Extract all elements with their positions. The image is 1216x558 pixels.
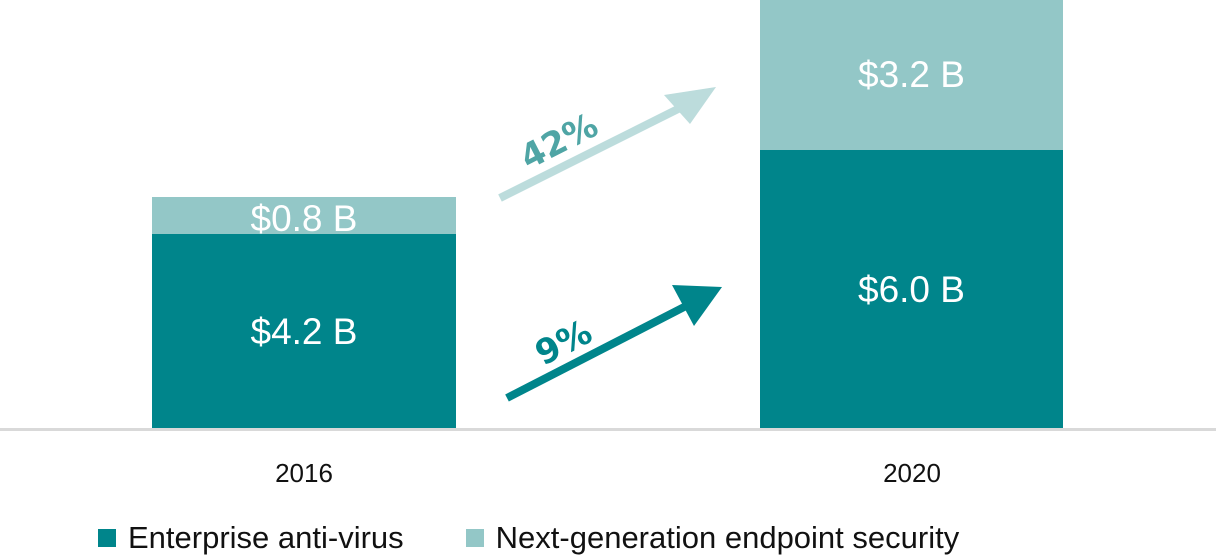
bar-2016-anti-virus: $4.2 B bbox=[152, 234, 456, 429]
x-tick-2016: 2016 bbox=[275, 458, 333, 488]
bar-label: $6.0 B bbox=[858, 268, 965, 310]
growth-arrow-lower-icon bbox=[505, 285, 722, 402]
growth-label-lower: 9% bbox=[529, 312, 599, 374]
x-axis-line bbox=[0, 428, 1216, 431]
legend-label: Enterprise anti-virus bbox=[128, 520, 404, 555]
bar-label: $0.8 B bbox=[250, 197, 358, 239]
bar-2020-anti-virus: $6.0 B bbox=[760, 150, 1063, 429]
legend-swatch-icon bbox=[98, 529, 116, 547]
bar-2020-next-gen: $3.2 B bbox=[760, 0, 1063, 150]
legend-item-anti-virus: Enterprise anti-virus bbox=[98, 520, 404, 556]
bar-label: $4.2 B bbox=[250, 310, 358, 352]
legend-swatch-icon bbox=[465, 529, 484, 547]
growth-arrow-upper-icon bbox=[498, 87, 716, 202]
legend-label: Next-generation endpoint security bbox=[495, 520, 960, 555]
legend: Enterprise anti-virus Next-generation en… bbox=[98, 520, 1021, 556]
legend-item-next-gen: Next-generation endpoint security bbox=[465, 520, 960, 556]
x-tick-2020: 2020 bbox=[883, 458, 941, 488]
bar-2016-next-gen: $0.8 B bbox=[152, 197, 456, 239]
bar-label: $3.2 B bbox=[858, 54, 965, 95]
